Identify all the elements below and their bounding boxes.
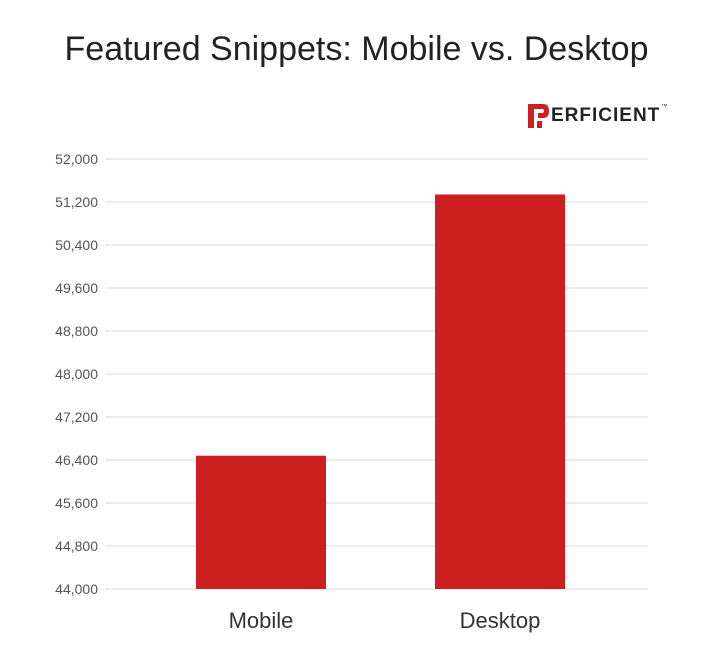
y-tick-label: 49,600 bbox=[55, 280, 98, 296]
bars bbox=[196, 194, 565, 589]
x-tick-label: Mobile bbox=[229, 608, 294, 633]
logo-trademark: ™ bbox=[661, 104, 668, 110]
y-tick-label: 51,200 bbox=[55, 194, 98, 210]
bar-desktop bbox=[435, 194, 565, 589]
y-tick-label: 52,000 bbox=[55, 151, 98, 167]
chart-title: Featured Snippets: Mobile vs. Desktop bbox=[64, 30, 649, 68]
x-axis: Mobile Desktop bbox=[229, 608, 541, 633]
y-axis: 44,000 44,800 45,600 46,400 47,200 48,000 48,8… bbox=[55, 151, 98, 597]
perficient-logo: ERFICIENT ™ bbox=[528, 104, 667, 128]
y-tick-label: 47,200 bbox=[55, 409, 98, 425]
y-tick-label: 44,000 bbox=[55, 581, 98, 597]
gridlines bbox=[105, 158, 648, 590]
y-tick-label: 44,800 bbox=[55, 538, 98, 554]
y-tick-label: 50,400 bbox=[55, 237, 98, 253]
x-tick-label: Desktop bbox=[460, 608, 541, 633]
bar-mobile bbox=[196, 455, 326, 589]
y-tick-label: 46,400 bbox=[55, 452, 98, 468]
y-tick-label: 48,000 bbox=[55, 366, 98, 382]
y-tick-label: 45,600 bbox=[55, 495, 98, 511]
perficient-p-logo-icon bbox=[528, 104, 549, 128]
logo-text: ERFICIENT bbox=[551, 105, 661, 126]
y-tick-label: 48,800 bbox=[55, 323, 98, 339]
